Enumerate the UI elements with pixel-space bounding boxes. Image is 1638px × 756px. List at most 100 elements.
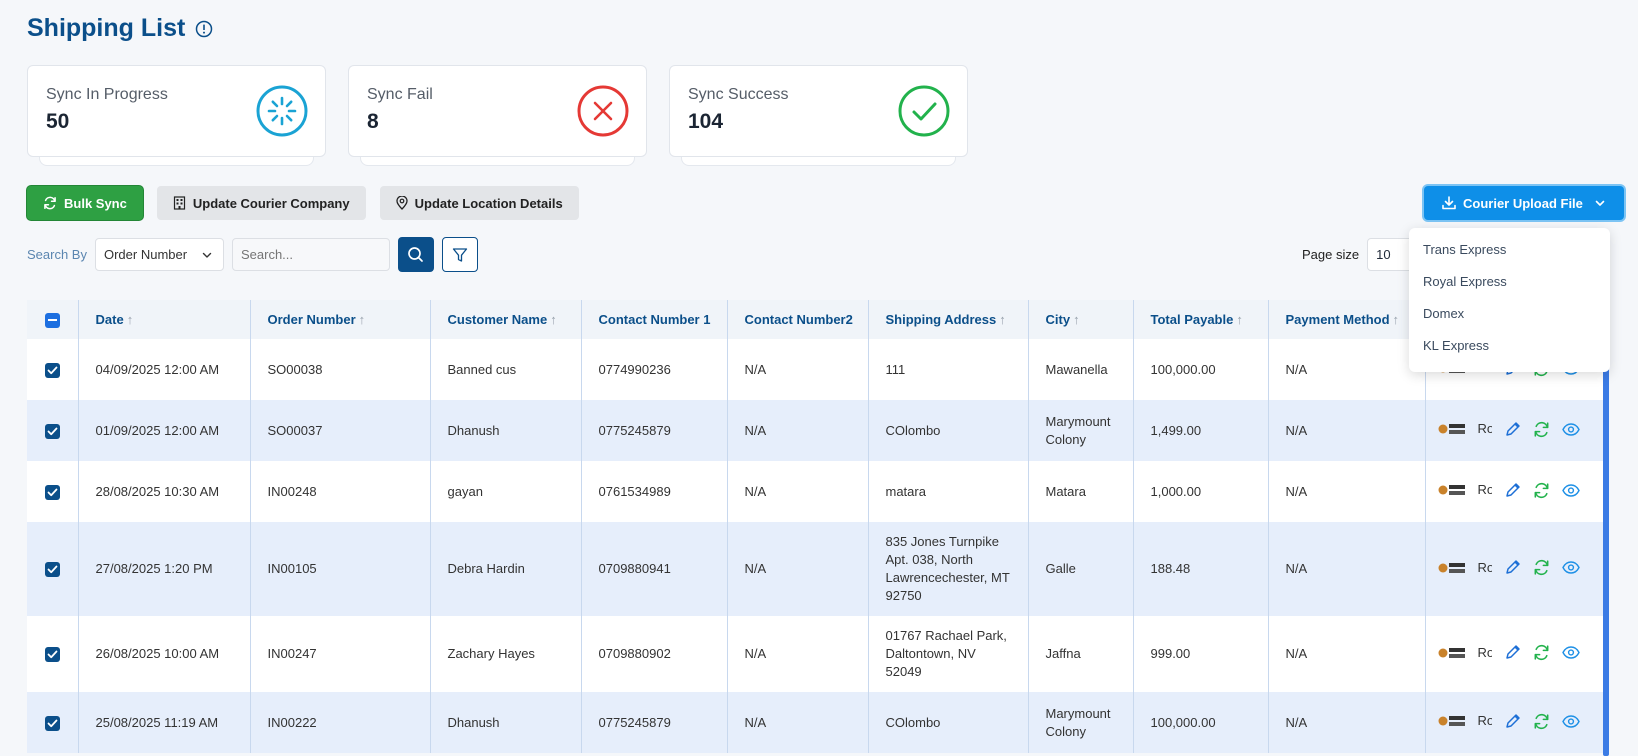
- table-body: 04/09/2025 12:00 AM SO00038 Banned cus 0774…: [27, 339, 1604, 753]
- stat-label: Sync In Progress: [46, 86, 168, 103]
- column-header-shipping-address[interactable]: Shipping Address ↑: [868, 300, 1029, 339]
- order-number-cell: IN00247: [250, 616, 431, 692]
- contact-number-1-cell: 0775245879: [581, 692, 728, 753]
- sync-icon[interactable]: [1533, 713, 1550, 730]
- table-row[interactable]: 26/08/2025 10:00 AM IN00247 Zachary Hayes 0…: [27, 616, 1604, 692]
- city-cell: Jaffna: [1028, 616, 1134, 692]
- update-location-details-button[interactable]: Update Location Details: [379, 186, 579, 220]
- table-header-row: Date ↑ Order Number ↑ Customer Name ↑ Conta…: [27, 300, 1604, 339]
- view-eye-icon[interactable]: [1561, 482, 1580, 499]
- action-toolbar: Bulk Sync Update Courier Company Update …: [27, 186, 579, 220]
- royal-express-logo-icon: [1438, 424, 1465, 434]
- total-payable-cell: 1,499.00: [1133, 400, 1269, 461]
- column-header-contact-number-1: Contact Number 1: [581, 300, 728, 339]
- view-eye-icon[interactable]: [1561, 559, 1580, 576]
- sync-icon[interactable]: [1533, 421, 1550, 438]
- edit-pencil-icon[interactable]: [1504, 644, 1521, 661]
- column-header-total-payable[interactable]: Total Payable ↑: [1133, 300, 1269, 339]
- sort-arrow-icon: ↑: [126, 312, 134, 327]
- royal-express-logo-icon: [1438, 716, 1465, 726]
- stat-card-success: Sync Success 104: [669, 65, 968, 166]
- courier-name: Ro: [1477, 482, 1492, 497]
- row-actions-cell: Ro: [1425, 616, 1604, 692]
- dropdown-item-trans-express[interactable]: Trans Express: [1423, 242, 1507, 257]
- contact-number-2-cell: N/A: [727, 461, 869, 522]
- select-all-checkbox[interactable]: [44, 312, 60, 328]
- stat-value: 8: [367, 110, 379, 133]
- sync-icon[interactable]: [1533, 559, 1550, 576]
- table-row[interactable]: 28/08/2025 10:30 AM IN00248 gayan 076153498…: [27, 461, 1604, 522]
- courier-upload-file-button[interactable]: Courier Upload File: [1424, 186, 1624, 220]
- row-checkbox[interactable]: [44, 562, 60, 578]
- date-cell: 01/09/2025 12:00 AM: [78, 400, 251, 461]
- search-by-select[interactable]: Order Number: [94, 238, 224, 271]
- search-button[interactable]: [397, 237, 434, 272]
- row-select-cell: [27, 616, 79, 692]
- stat-label: Sync Success: [688, 86, 789, 103]
- column-header-city[interactable]: City ↑: [1028, 300, 1134, 339]
- table-row[interactable]: 25/08/2025 11:19 AM IN00222 Dhanush 0775245…: [27, 692, 1604, 753]
- check-circle-icon: [898, 85, 950, 137]
- sync-icon[interactable]: [1533, 482, 1550, 499]
- info-icon[interactable]: [195, 20, 213, 38]
- table-row[interactable]: 01/09/2025 12:00 AM SO00037 Dhanush 0775245…: [27, 400, 1604, 461]
- shipping-table: Date ↑ Order Number ↑ Customer Name ↑ Conta…: [27, 300, 1604, 753]
- edit-pencil-icon[interactable]: [1504, 559, 1521, 576]
- edit-pencil-icon[interactable]: [1504, 713, 1521, 730]
- search-icon: [408, 247, 424, 262]
- row-actions-cell: Ro: [1425, 522, 1604, 616]
- payment-method-cell: N/A: [1268, 461, 1426, 522]
- column-header-customer-name[interactable]: Customer Name ↑: [430, 300, 582, 339]
- row-checkbox[interactable]: [44, 423, 60, 439]
- shipping-address-cell: COlombo: [868, 692, 1029, 753]
- dropdown-item-domex[interactable]: Domex: [1423, 306, 1465, 321]
- shipping-address-cell: COlombo: [868, 400, 1029, 461]
- customer-name-cell: Dhanush: [430, 400, 582, 461]
- table-scrollbar[interactable]: [1603, 300, 1609, 756]
- payment-method-cell: N/A: [1268, 339, 1426, 400]
- row-checkbox[interactable]: [44, 647, 60, 663]
- edit-pencil-icon[interactable]: [1504, 421, 1521, 438]
- row-checkbox[interactable]: [44, 362, 60, 378]
- courier-upload-label: Courier Upload File: [1463, 195, 1583, 211]
- date-cell: 26/08/2025 10:00 AM: [78, 616, 251, 692]
- row-checkbox[interactable]: [44, 715, 60, 731]
- city-cell: Marymount Colony: [1028, 400, 1134, 461]
- stat-value: 50: [46, 110, 70, 133]
- order-number-cell: IN00222: [250, 692, 431, 753]
- edit-pencil-icon[interactable]: [1504, 482, 1521, 499]
- view-eye-icon[interactable]: [1561, 421, 1580, 438]
- customer-name-cell: Zachary Hayes: [430, 616, 582, 692]
- update-courier-company-button[interactable]: Update Courier Company: [156, 186, 366, 220]
- sync-icon[interactable]: [1533, 644, 1550, 661]
- contact-number-2-cell: N/A: [727, 400, 869, 461]
- table-row[interactable]: 04/09/2025 12:00 AM SO00038 Banned cus 0774…: [27, 339, 1604, 400]
- stat-label: Sync Fail: [367, 86, 433, 103]
- page-size-value: 10: [1376, 247, 1391, 262]
- dropdown-item-royal-express[interactable]: Royal Express: [1423, 274, 1507, 289]
- total-payable-cell: 100,000.00: [1133, 692, 1269, 753]
- select-all-cell: [27, 300, 79, 339]
- contact-number-1-cell: 0775245879: [581, 400, 728, 461]
- city-cell: Matara: [1028, 461, 1134, 522]
- row-select-cell: [27, 461, 79, 522]
- table-row[interactable]: 27/08/2025 1:20 PM IN00105 Debra Hardin 070…: [27, 522, 1604, 616]
- contact-number-1-cell: 0709880902: [581, 616, 728, 692]
- shipping-address-cell: matara: [868, 461, 1029, 522]
- column-header-date[interactable]: Date ↑: [78, 300, 251, 339]
- search-input[interactable]: [231, 238, 390, 271]
- view-eye-icon[interactable]: [1561, 713, 1580, 730]
- payment-method-cell: N/A: [1268, 692, 1426, 753]
- column-header-order-number[interactable]: Order Number ↑: [250, 300, 431, 339]
- column-header-payment-method[interactable]: Payment Method ↑: [1268, 300, 1426, 339]
- view-eye-icon[interactable]: [1561, 644, 1580, 661]
- dropdown-item-kl-express[interactable]: KL Express: [1423, 338, 1489, 353]
- contact-number-2-cell: N/A: [727, 692, 869, 753]
- contact-number-2-cell: N/A: [727, 616, 869, 692]
- courier-name: Ro: [1477, 644, 1492, 660]
- filter-button[interactable]: [441, 237, 478, 272]
- bulk-sync-button[interactable]: Bulk Sync: [27, 186, 143, 220]
- payment-method-cell: N/A: [1268, 616, 1426, 692]
- row-checkbox[interactable]: [44, 484, 60, 500]
- shipping-address-cell: 111: [868, 339, 1029, 400]
